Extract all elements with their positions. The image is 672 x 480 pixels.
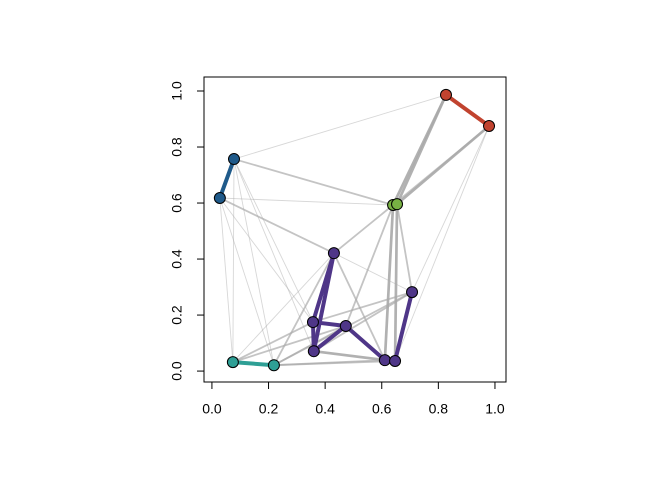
edge	[383, 203, 395, 362]
node	[307, 345, 320, 358]
edge	[233, 158, 315, 352]
node	[483, 120, 496, 133]
x-tick-label: 0.2	[259, 401, 279, 417]
edge	[411, 125, 490, 293]
y-tick-label: 0.6	[169, 193, 185, 213]
node	[378, 354, 391, 367]
edge	[392, 125, 490, 206]
edge	[233, 158, 275, 366]
edge	[393, 202, 399, 363]
edge	[312, 291, 413, 353]
y-tick-label: 0.2	[169, 305, 185, 325]
node	[213, 191, 226, 204]
edge	[217, 157, 237, 200]
edge	[443, 92, 492, 129]
node	[339, 319, 352, 332]
node	[439, 88, 452, 101]
edge	[396, 203, 413, 293]
x-tick-label: 0.8	[429, 401, 449, 417]
edge	[273, 325, 347, 367]
edge	[343, 323, 387, 363]
edge	[219, 197, 314, 323]
edge	[273, 360, 396, 367]
y-tick-label: 0.0	[169, 361, 185, 381]
y-tick-label: 0.8	[169, 137, 185, 157]
y-tick-label: 1.0	[169, 81, 185, 101]
node	[406, 286, 419, 299]
edge	[219, 197, 275, 366]
y-tick-label: 0.4	[169, 249, 185, 269]
edge	[333, 252, 413, 293]
edge	[312, 291, 413, 323]
edge	[219, 197, 234, 363]
edge	[344, 204, 394, 327]
node	[391, 198, 404, 211]
edge	[233, 94, 447, 160]
edge	[232, 158, 235, 363]
node	[267, 359, 280, 372]
edge	[232, 252, 335, 363]
node	[306, 316, 319, 329]
edge	[311, 323, 348, 354]
node	[226, 356, 239, 369]
edge	[233, 158, 394, 206]
x-tick-label: 0.0	[202, 401, 222, 417]
node	[228, 153, 241, 166]
x-tick-label: 1.0	[485, 401, 505, 417]
edge	[231, 321, 314, 364]
edge	[311, 251, 336, 354]
edge	[393, 290, 415, 363]
edge	[218, 197, 335, 255]
node	[327, 247, 340, 260]
edge	[233, 158, 314, 323]
edge	[333, 252, 386, 362]
edge	[333, 204, 394, 255]
edge	[395, 93, 448, 206]
plot-box	[203, 76, 507, 383]
edge	[231, 325, 347, 364]
edge	[219, 197, 394, 206]
node	[389, 354, 402, 367]
x-tick-label: 0.6	[372, 401, 392, 417]
edge	[394, 125, 490, 362]
x-tick-label: 0.4	[315, 401, 335, 417]
edge	[312, 349, 387, 362]
edge	[230, 360, 276, 368]
